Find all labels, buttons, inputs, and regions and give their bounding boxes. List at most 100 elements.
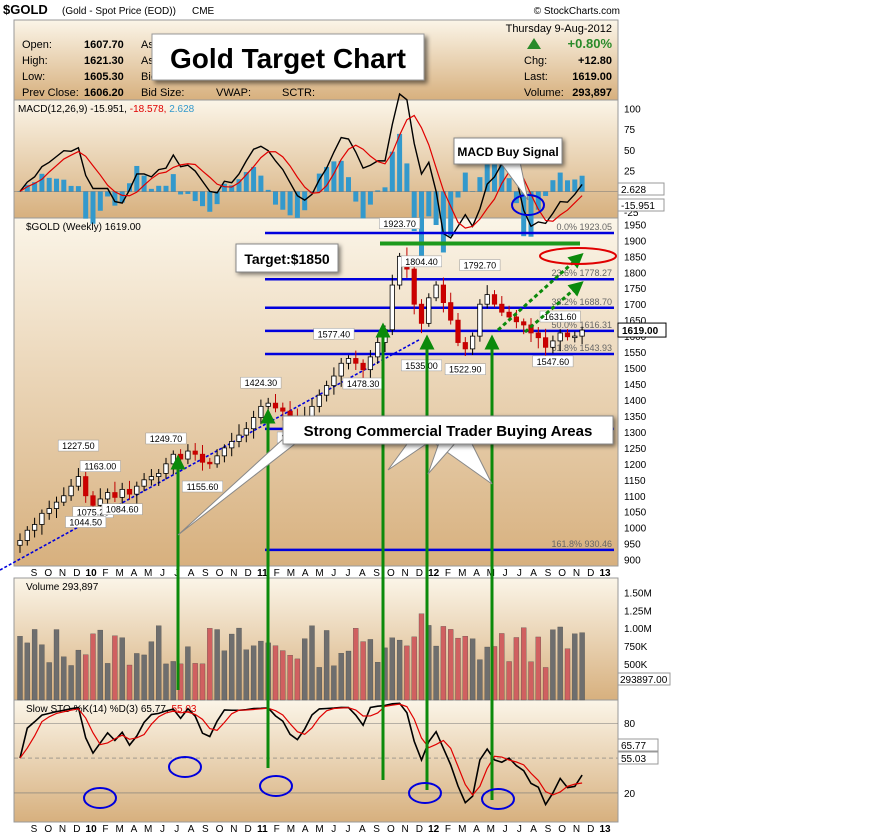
macd-hist-bar xyxy=(61,179,67,192)
candle-body xyxy=(440,284,447,304)
volume-bar xyxy=(353,628,359,701)
sto-oversold-circle xyxy=(481,788,515,810)
x-tick-label: M xyxy=(315,568,323,579)
volume-bar xyxy=(148,641,155,701)
price-annotation: 1792.70 xyxy=(464,261,497,271)
price-annotation-box xyxy=(401,359,442,372)
macd-hist-bar xyxy=(440,191,446,253)
x-tick-label: S xyxy=(202,824,209,835)
x-tick-label: D xyxy=(587,568,594,579)
macd-hist-bar xyxy=(273,191,278,205)
candle-body xyxy=(499,303,505,313)
volume-bar xyxy=(542,667,549,701)
x-tick-label: J xyxy=(503,568,508,579)
x-tick-label: 10 xyxy=(86,824,98,835)
candle-body xyxy=(564,332,571,338)
last-label: Last: xyxy=(524,71,548,83)
candle-body xyxy=(112,492,118,498)
up-triangle-icon xyxy=(527,38,541,49)
macd-value-2: -15.951 xyxy=(621,201,655,212)
macd-hist-bar xyxy=(54,178,59,192)
volume-bar xyxy=(104,663,111,701)
price-annotation: 1075.20 xyxy=(77,508,110,518)
macd-hist-bar xyxy=(178,191,184,195)
candle-body xyxy=(367,356,374,371)
candle-body xyxy=(32,524,38,531)
macd-hist-bar xyxy=(346,177,351,192)
x-tick-label: J xyxy=(517,824,522,835)
volume-bar xyxy=(61,656,67,701)
macd-hist-bar xyxy=(251,166,257,192)
volume-bar xyxy=(462,636,468,701)
x-tick-label: J xyxy=(331,568,336,579)
last-value: 1619.00 xyxy=(572,71,612,83)
low-value: 1605.30 xyxy=(84,71,124,83)
macd-hist-bar xyxy=(83,191,89,219)
macd-hist-bar xyxy=(367,191,373,205)
price-annotation: 1923.70 xyxy=(383,219,416,229)
candle-body xyxy=(389,284,395,331)
volume-value: 293897.00 xyxy=(620,675,668,686)
candle-body xyxy=(535,332,541,339)
price-tick-label: 1850 xyxy=(624,252,647,263)
macd-hist-bar xyxy=(338,160,344,192)
candle-body xyxy=(250,417,257,430)
ask-label-1: As xyxy=(141,39,154,51)
x-tick-label: J xyxy=(174,824,179,835)
candle-body xyxy=(156,473,162,478)
x-tick-label: N xyxy=(59,568,66,579)
volume-bar xyxy=(287,655,293,701)
volume-bar xyxy=(126,664,133,701)
price-annotation-box xyxy=(182,480,223,493)
volume-bar xyxy=(499,633,505,701)
volume-bar xyxy=(367,639,374,701)
volume-bar xyxy=(112,635,118,701)
x-tick-label: F xyxy=(102,568,108,579)
volume-bar xyxy=(170,661,176,701)
macd-label: MACD(12,26,9) -15.951, -18.578, 2.628 xyxy=(18,104,195,115)
x-tick-label: O xyxy=(216,824,224,835)
candle-body xyxy=(506,311,512,318)
macd-signal-circle xyxy=(511,194,545,216)
volume-bar xyxy=(141,654,147,701)
volume-bar xyxy=(411,636,417,701)
x-tick-label: M xyxy=(144,824,152,835)
volume-bar xyxy=(375,662,381,701)
candle-body xyxy=(572,335,578,339)
projection-arrow xyxy=(496,252,584,332)
candle-body xyxy=(396,255,403,286)
candle-body xyxy=(360,362,366,371)
volume-bar xyxy=(433,645,439,701)
fib-label: 0.0% 1923.05 xyxy=(556,222,612,232)
volume-bar xyxy=(550,629,556,701)
candle-body xyxy=(433,284,439,299)
candle-body xyxy=(83,476,89,497)
macd-hist-bar xyxy=(148,188,154,192)
x-tick-label: A xyxy=(473,568,480,579)
macd-hist-bar xyxy=(309,191,315,194)
price-label: $GOLD (Weekly) 1619.00 xyxy=(26,222,141,233)
volume-bar xyxy=(192,663,198,701)
macd-hist-bar xyxy=(324,166,330,192)
macd-hist-bar xyxy=(207,191,213,212)
x-tick-label: N xyxy=(402,568,409,579)
exchange: CME xyxy=(192,6,215,17)
volume-bar xyxy=(477,659,483,701)
volume-bar xyxy=(360,641,366,701)
price-annotation: 1249.70 xyxy=(150,434,183,444)
chart-title: Gold Target Chart xyxy=(170,43,406,74)
x-tick-label: O xyxy=(558,824,566,835)
x-tick-label: N xyxy=(402,824,409,835)
x-tick-label: J xyxy=(160,568,165,579)
candle-body xyxy=(177,453,184,460)
macd-hist-bar xyxy=(127,183,132,192)
x-tick-label: S xyxy=(545,824,552,835)
candle-body xyxy=(126,488,133,495)
fib-label: 50.0% 1616.31 xyxy=(551,320,612,330)
target-box xyxy=(235,243,339,273)
x-tick-label: M xyxy=(115,824,123,835)
price-tick-label: 1350 xyxy=(624,412,647,423)
macd-hist-bar xyxy=(156,185,162,192)
macd-hist-bar xyxy=(433,191,439,225)
